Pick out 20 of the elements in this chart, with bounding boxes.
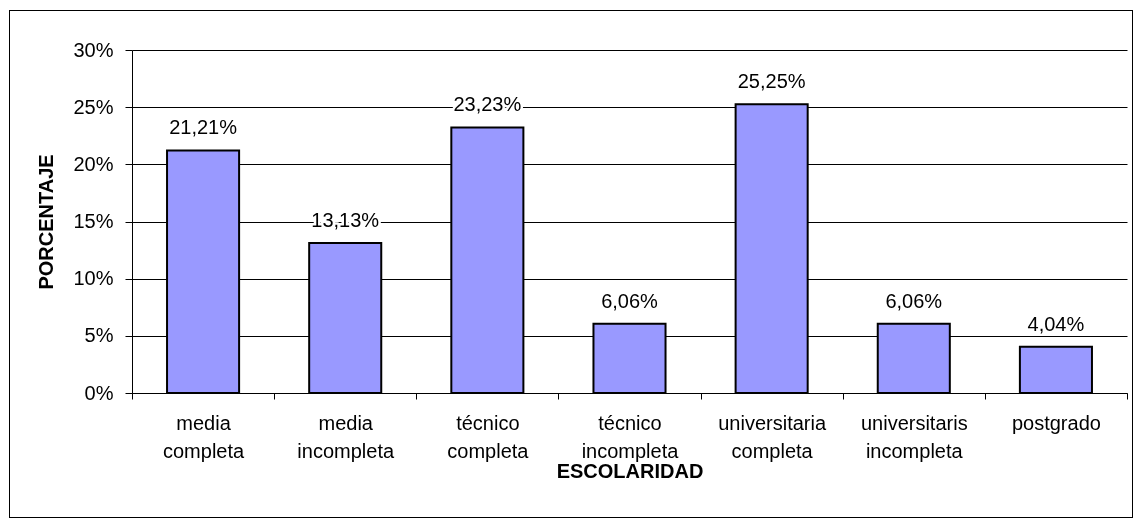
- x-tick-label: técnico incompleta: [581, 411, 680, 462]
- data-label: 6,06%: [601, 289, 659, 312]
- y-tick-label: 10%: [73, 267, 114, 290]
- data-label: 21,21%: [169, 116, 238, 139]
- x-tick-label: técnico completa: [447, 411, 530, 462]
- y-axis-title: PORCENTAJE: [35, 154, 58, 290]
- y-tick-label: 5%: [84, 324, 114, 347]
- data-label: 6,06%: [885, 289, 943, 312]
- y-tick-label: 0%: [84, 381, 114, 404]
- x-tick-label: universitaria completa: [718, 411, 827, 462]
- data-label: 4,04%: [1027, 312, 1085, 335]
- y-tick-label: 30%: [73, 38, 114, 61]
- y-tick-label: 15%: [73, 210, 114, 232]
- data-label: 25,25%: [737, 70, 806, 93]
- x-tick-label: media completa: [162, 411, 246, 462]
- x-tick-label: universitaris incompleta: [860, 411, 968, 462]
- x-tick-label: postgrado: [1011, 411, 1101, 434]
- x-tick-label: media incompleta: [297, 411, 395, 462]
- y-tick-label: 25%: [73, 95, 114, 118]
- y-tick-label: 20%: [73, 152, 114, 175]
